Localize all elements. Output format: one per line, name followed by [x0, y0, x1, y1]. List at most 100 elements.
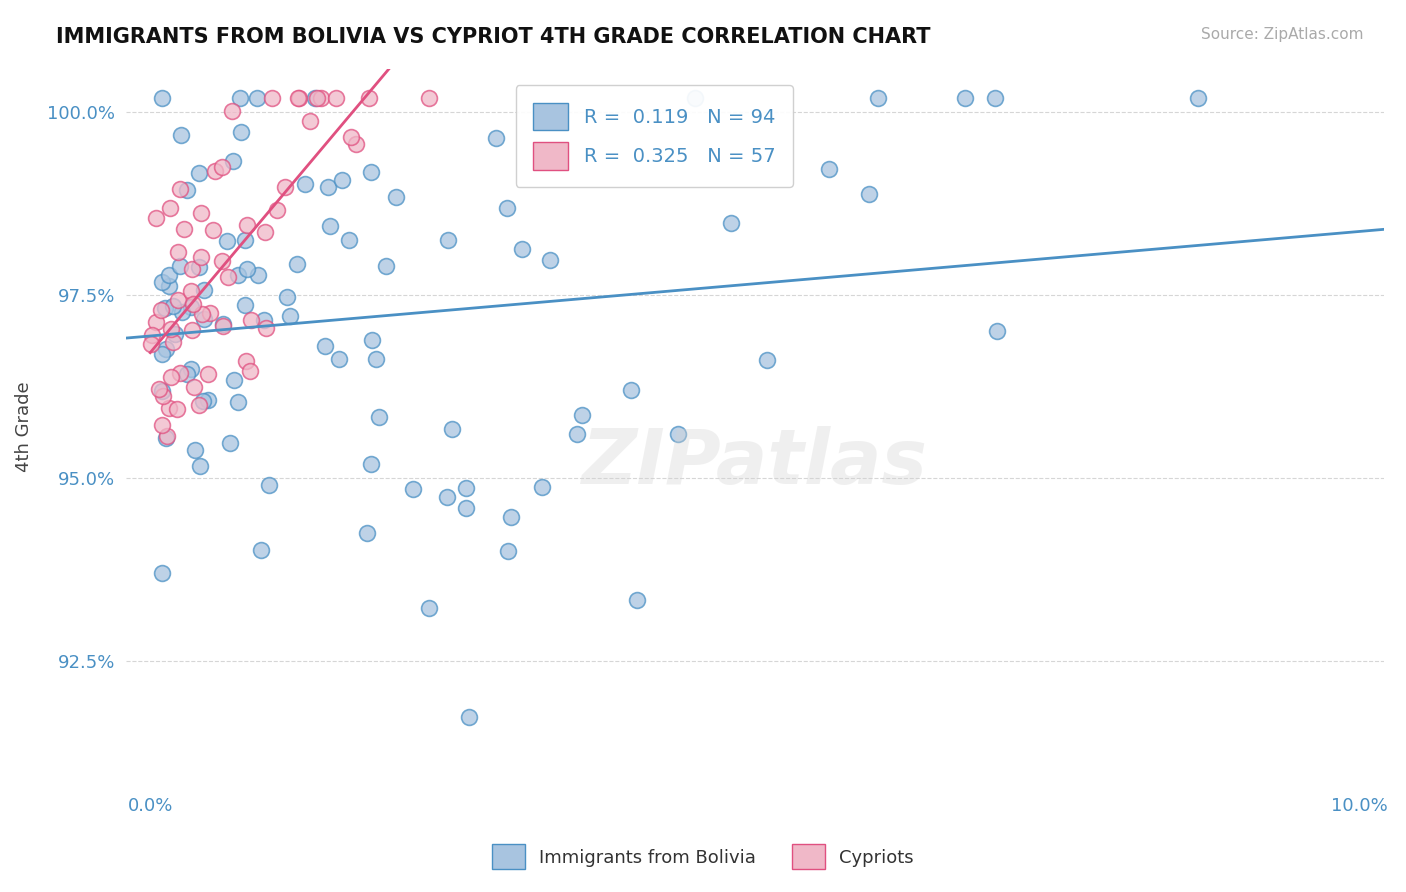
- Point: [496, 201, 519, 215]
- Point: [183, 296, 205, 310]
- Point: [187, 166, 209, 180]
- Point: [148, 382, 170, 396]
- Point: [211, 317, 233, 331]
- Point: [201, 223, 224, 237]
- Point: [456, 481, 478, 495]
- Point: [183, 380, 205, 394]
- Point: [375, 259, 398, 273]
- Point: [212, 319, 235, 334]
- Point: [176, 367, 198, 381]
- Point: [294, 177, 316, 191]
- Point: [188, 398, 211, 412]
- Point: [170, 128, 193, 143]
- Point: [254, 225, 277, 239]
- Point: [304, 91, 326, 105]
- Point: [157, 401, 180, 416]
- Point: [357, 91, 380, 105]
- Point: [173, 222, 195, 236]
- Point: [200, 306, 222, 320]
- Point: [169, 182, 191, 196]
- Text: ZIPatlas: ZIPatlas: [582, 425, 928, 500]
- Point: [190, 250, 212, 264]
- Point: [150, 347, 173, 361]
- Point: [150, 418, 173, 433]
- Point: [683, 91, 706, 105]
- Point: [344, 136, 367, 151]
- Point: [204, 163, 226, 178]
- Point: [339, 129, 361, 144]
- Point: [176, 183, 198, 197]
- Point: [193, 283, 215, 297]
- Point: [510, 242, 533, 256]
- Point: [239, 313, 262, 327]
- Point: [229, 91, 252, 105]
- Point: [361, 333, 384, 347]
- Point: [298, 114, 321, 128]
- Point: [538, 253, 561, 268]
- Point: [254, 321, 277, 335]
- Point: [156, 429, 179, 443]
- Point: [155, 431, 177, 445]
- Point: [418, 601, 440, 615]
- Point: [626, 593, 648, 607]
- Point: [339, 233, 361, 247]
- Point: [531, 480, 554, 494]
- Point: [159, 201, 181, 215]
- Point: [360, 165, 382, 179]
- Point: [454, 501, 477, 516]
- Point: [150, 566, 173, 580]
- Point: [858, 187, 880, 202]
- Point: [145, 315, 167, 329]
- Point: [152, 389, 174, 403]
- Point: [720, 216, 742, 230]
- Point: [141, 328, 163, 343]
- Point: [162, 334, 184, 349]
- Point: [402, 482, 425, 496]
- Point: [1187, 91, 1209, 105]
- Text: Source: ZipAtlas.com: Source: ZipAtlas.com: [1201, 27, 1364, 42]
- Point: [191, 307, 214, 321]
- Point: [305, 91, 328, 105]
- Point: [436, 490, 458, 504]
- Point: [180, 284, 202, 298]
- Point: [157, 279, 180, 293]
- Point: [666, 426, 689, 441]
- Point: [266, 203, 288, 218]
- Point: [356, 525, 378, 540]
- Point: [236, 218, 259, 232]
- Legend: R =  0.119   N = 94, R =  0.325   N = 57: R = 0.119 N = 94, R = 0.325 N = 57: [516, 86, 793, 187]
- Legend: Immigrants from Bolivia, Cypriots: Immigrants from Bolivia, Cypriots: [484, 835, 922, 879]
- Point: [222, 373, 245, 387]
- Point: [485, 131, 508, 145]
- Point: [368, 409, 391, 424]
- Point: [226, 268, 249, 282]
- Point: [246, 91, 269, 105]
- Point: [226, 395, 249, 409]
- Point: [984, 91, 1007, 105]
- Point: [180, 362, 202, 376]
- Point: [986, 324, 1008, 338]
- Point: [235, 298, 257, 312]
- Point: [169, 259, 191, 273]
- Point: [193, 311, 215, 326]
- Point: [287, 91, 309, 105]
- Point: [366, 352, 388, 367]
- Point: [496, 543, 519, 558]
- Point: [280, 309, 302, 323]
- Point: [547, 154, 569, 169]
- Point: [181, 323, 204, 337]
- Point: [197, 393, 219, 408]
- Point: [184, 442, 207, 457]
- Point: [157, 268, 180, 282]
- Point: [441, 422, 464, 436]
- Point: [328, 352, 350, 367]
- Point: [188, 459, 211, 474]
- Point: [360, 457, 382, 471]
- Point: [191, 393, 214, 408]
- Point: [817, 161, 839, 176]
- Point: [160, 370, 183, 384]
- Point: [565, 426, 588, 441]
- Point: [457, 710, 479, 724]
- Point: [499, 510, 522, 524]
- Point: [262, 91, 284, 105]
